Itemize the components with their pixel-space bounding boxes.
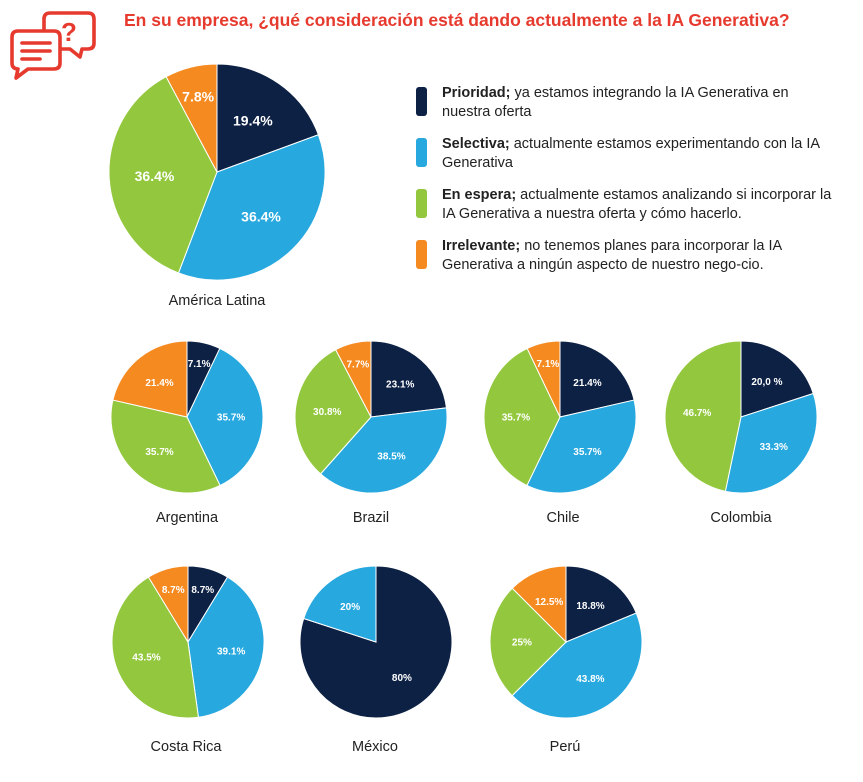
legend: Prioridad; ya estamos integrando la IA G… [412,84,832,288]
pie-slice [559,340,635,418]
slice-value-label: 21.4% [145,378,173,389]
slice-value-label: 7.7% [347,359,370,370]
slice-value-label: 35.7% [573,447,601,458]
pie-slice [664,340,742,492]
pie-caption: Argentina [156,510,219,526]
slice-value-label: 23.1% [386,380,414,391]
pie-slice [294,349,372,475]
slice-value-label: 25% [512,637,532,648]
pie-caption: Perú [550,739,581,755]
pie-slice [335,340,372,418]
pie-brazil: 23.1% 38.5% 30.8% 7.7% Brazil [294,340,448,526]
slice-value-label: 80% [392,673,412,684]
slice-value-label: 43.8% [576,674,604,685]
pie-américa-latina: 19.4% 36.4% 36.4% 7.8% América Latina [108,63,326,309]
pie-slice [740,340,814,418]
pie-chile: 21.4% 35.7% 35.7% 7.1% Chile [483,340,637,526]
slice-value-label: 19.4% [233,113,273,129]
legend-label: ya estamos integrando la IA Generativa e… [442,85,789,120]
slice-value-label: 20% [340,602,360,613]
legend-bold: Prioridad; [442,85,511,101]
pie-slice [147,565,189,644]
slice-value-label: 33.3% [760,442,788,453]
slice-value-label: 20,0 % [751,377,782,388]
pie-méxico: 80% 20% México [299,565,453,755]
slice-value-label: 43.5% [132,652,160,663]
slice-value-label: 21.4% [573,378,601,389]
legend-item-prioridad: Prioridad; ya estamos integrando la IA G… [412,84,832,121]
pie-slice [370,340,448,418]
slice-value-label: 30.8% [313,407,341,418]
pie-caption: Brazil [353,510,389,526]
pie-slice [724,392,818,494]
svg-text:?: ? [61,17,77,47]
pie-slice [187,576,265,718]
slice-value-label: 39.1% [217,646,245,657]
pie-slice [526,399,637,494]
pie-caption: Costa Rica [151,739,223,755]
legend-bold: En espera; [442,187,517,203]
pie-slice [319,407,448,494]
pie-perú: 18.8% 43.8% 25% 12.5% Perú [489,565,643,755]
pie-costa-rica: 8.7% 39.1% 43.5% 8.7% Costa Rica [111,565,265,755]
legend-swatch [416,240,427,269]
chart-title: En su empresa, ¿qué consideración está d… [124,10,790,30]
pie-slice [303,565,377,643]
pie-argentina: 7.1% 35.7% 35.7% 21.4% Argentina [110,340,264,526]
pie-caption: Colombia [710,510,772,526]
slice-value-label: 18.8% [576,601,604,612]
pie-slice [483,347,561,487]
slice-value-label: 7.1% [536,359,559,370]
pie-slice [565,565,637,643]
pie-slice [489,587,567,697]
legend-label: actualmente estamos experimentando con l… [442,136,820,171]
legend-item-irrelevante: Irrelevante; no tenemos planes para inco… [412,237,832,274]
slice-value-label: 36.4% [135,168,175,184]
pie-caption: Chile [546,510,579,526]
slice-value-label: 38.5% [377,452,405,463]
slice-value-label: 35.7% [502,412,530,423]
legend-bold: Selectiva; [442,136,510,152]
pie-slice [110,399,221,494]
pie-slice [165,63,218,173]
legend-swatch [416,138,427,167]
legend-swatch [416,87,427,116]
slice-value-label: 35.7% [145,447,173,458]
pie-slice [177,134,326,281]
legend-swatch [416,189,427,218]
slice-value-label: 12.5% [535,597,563,608]
slice-value-label: 7.1% [188,359,211,370]
pie-slice [108,76,218,274]
slice-value-label: 36.4% [241,208,281,224]
pie-slice [112,340,188,418]
legend-item-en-espera: En espera; actualmente estamos analizand… [412,186,832,223]
slice-value-label: 46.7% [683,408,711,419]
pie-slice [216,63,320,173]
speech-bubbles-question-icon: ? [10,11,96,80]
legend-label: actualmente estamos analizando si incorp… [442,187,832,222]
pie-slice [526,340,561,418]
pie-slice [186,347,264,487]
pie-colombia: 20,0 % 33.3% 46.7% Colombia [664,340,818,526]
legend-label: no tenemos planes para incorporar la IA … [442,238,782,273]
pie-caption: América Latina [169,293,267,309]
pie-caption: México [352,739,398,755]
legend-bold: Irrelevante; [442,238,521,254]
slice-value-label: 7.8% [182,88,214,104]
slice-value-label: 8.7% [191,585,214,596]
pie-slice [511,612,643,719]
slice-value-label: 8.7% [162,585,185,596]
slice-value-label: 35.7% [217,412,245,423]
legend-item-selectiva: Selectiva; actualmente estamos experimen… [412,135,832,172]
pie-slice [511,565,567,644]
pie-slice [111,576,200,719]
